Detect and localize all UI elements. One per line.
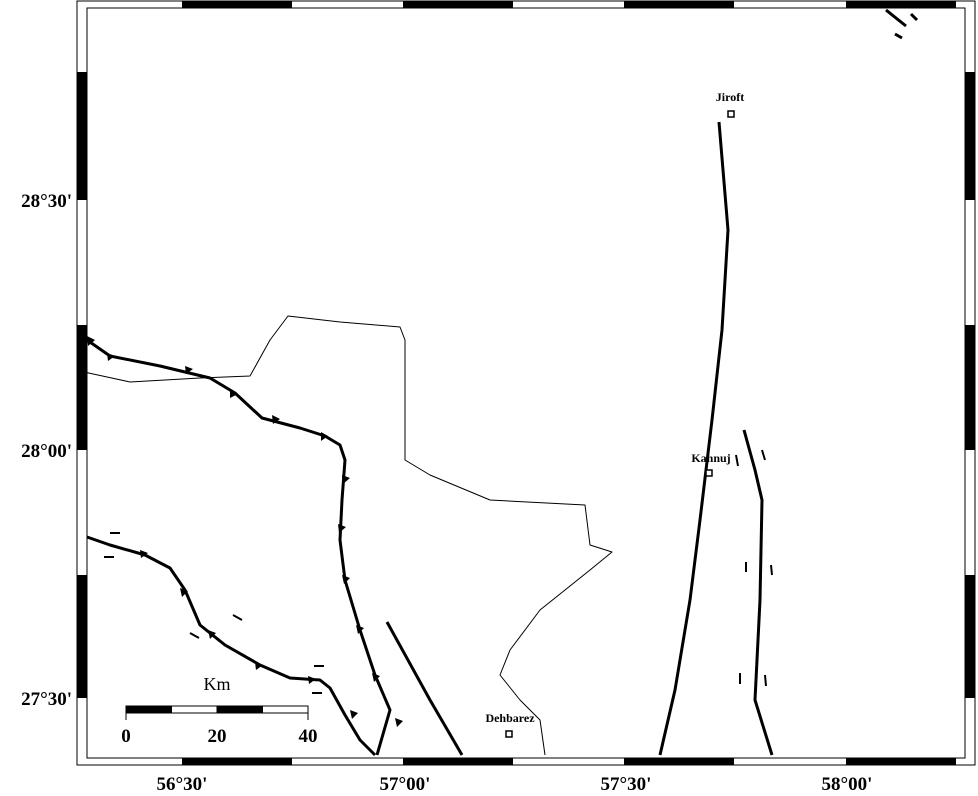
tooth <box>372 673 380 682</box>
city-marker <box>705 469 713 477</box>
tooth <box>395 718 403 727</box>
scale-label: 20 <box>208 726 227 747</box>
lat-label: 27°30' <box>21 689 72 710</box>
tooth <box>342 575 350 584</box>
scale-segment <box>125 705 172 714</box>
tooth <box>308 676 316 684</box>
map-frame <box>76 0 976 766</box>
tooth <box>185 366 193 374</box>
tooth <box>356 625 364 634</box>
scale-bar: Km 0 20 40 <box>121 674 317 747</box>
lat-label: 28°00' <box>21 441 72 462</box>
scale-unit: Km <box>204 674 231 694</box>
frame-bar <box>403 1 513 8</box>
frame-bar <box>965 575 975 698</box>
frame-bar <box>182 758 292 765</box>
frame-bar <box>77 325 87 450</box>
frame-bar <box>846 1 956 8</box>
frame-bar <box>77 575 87 698</box>
city-label: Dehbarez <box>485 711 535 725</box>
thrust-fault <box>86 338 392 756</box>
fault <box>658 121 730 756</box>
tooth <box>180 588 188 597</box>
tooth <box>87 336 95 346</box>
tooth <box>107 353 115 361</box>
tooth <box>272 415 280 424</box>
city-marker <box>727 110 735 118</box>
scale-segment <box>262 705 309 714</box>
tooth <box>255 662 263 670</box>
tooth <box>140 550 148 558</box>
labels: 28°30' 28°00' 27°30' 56°30' 57°00' 57°30' 58°0… <box>21 90 872 795</box>
tooth <box>350 710 358 719</box>
tooth <box>230 389 238 398</box>
thrust-fault <box>86 535 377 757</box>
frame-bar <box>182 1 292 8</box>
city-label: Kahnuj <box>691 451 730 465</box>
city-marker <box>505 730 513 738</box>
frame-border <box>76 0 976 766</box>
frame-bar <box>624 1 734 8</box>
tooth <box>342 475 350 484</box>
frame-bar <box>846 758 956 765</box>
thrust-teeth <box>87 336 403 727</box>
frame-bar <box>624 758 734 765</box>
fault <box>385 621 464 756</box>
fault <box>742 429 774 756</box>
frame-ticks <box>77 1 975 765</box>
scale-segment <box>171 705 218 714</box>
frame-bar <box>77 72 87 200</box>
lon-label: 57°30' <box>601 774 652 795</box>
features <box>83 8 919 757</box>
fault <box>885 8 919 40</box>
scale-segment <box>216 705 263 714</box>
scale-label: 40 <box>299 726 318 747</box>
frame-bar <box>965 325 975 450</box>
tooth <box>338 524 346 533</box>
slip-arrows <box>104 449 773 694</box>
lat-label: 28°30' <box>21 191 72 212</box>
lon-label: 57°00' <box>380 774 431 795</box>
frame-bar <box>965 72 975 200</box>
border-line <box>83 315 613 756</box>
scale-label: 0 <box>121 726 131 747</box>
arrow <box>104 449 773 694</box>
frame-bar <box>403 758 513 765</box>
tooth <box>321 432 328 441</box>
city-label: Jiroft <box>716 90 744 104</box>
lon-label: 58°00' <box>822 774 873 795</box>
tooth <box>208 630 216 639</box>
lon-label: 56°30' <box>157 774 208 795</box>
